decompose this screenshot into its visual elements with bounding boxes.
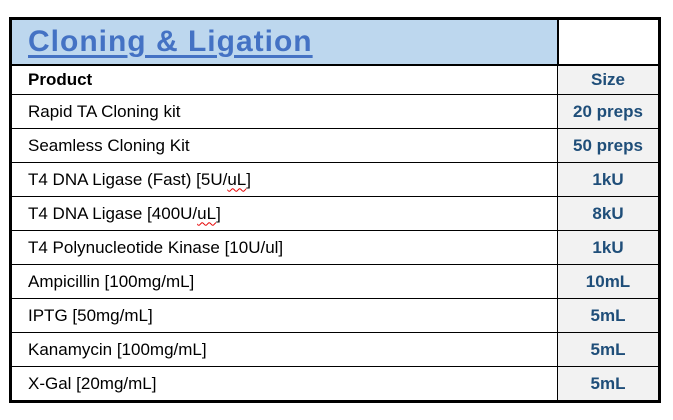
size-value: 20 preps — [573, 101, 643, 121]
size-value: 1kU — [592, 237, 624, 257]
misspelled-word: uL — [197, 203, 217, 223]
table-row: IPTG [50mg/mL] 5mL — [12, 298, 658, 332]
product-name: T4 DNA Ligase (Fast) [5U/uL] — [28, 170, 251, 190]
product-text: Kanamycin [100mg/mL] — [28, 339, 207, 359]
product-text: IPTG [50mg/mL] — [28, 305, 153, 325]
product-cell[interactable]: Kanamycin [100mg/mL] — [12, 333, 557, 366]
table-row: Ampicillin [100mg/mL] 10mL — [12, 264, 658, 298]
product-text: Seamless Cloning Kit — [28, 135, 190, 155]
table-row: T4 Polynucleotide Kinase [10U/ul] 1kU — [12, 230, 658, 264]
product-text: T4 DNA Ligase (Fast) [5U/ — [28, 169, 228, 189]
table-row: Seamless Cloning Kit 50 preps — [12, 128, 658, 162]
product-cell[interactable]: Ampicillin [100mg/mL] — [12, 265, 557, 298]
product-name: T4 DNA Ligase [400U/uL] — [28, 204, 221, 224]
size-cell[interactable]: 10mL — [557, 265, 658, 298]
product-text: T4 Polynucleotide Kinase [10U/ul] — [28, 237, 284, 257]
table-header-row: Product Size — [12, 64, 658, 94]
product-name: Seamless Cloning Kit — [28, 136, 190, 156]
misspelled-word: uL — [227, 169, 247, 189]
product-cell[interactable]: T4 Polynucleotide Kinase [10U/ul] — [12, 231, 557, 264]
size-cell[interactable]: 5mL — [557, 333, 658, 366]
product-text: Ampicillin [100mg/mL] — [28, 271, 195, 291]
size-value: 50 preps — [573, 135, 643, 155]
product-text: X-Gal [20mg/mL] — [28, 373, 157, 393]
product-text: T4 DNA Ligase [400U/ — [28, 203, 198, 223]
table-row: X-Gal [20mg/mL] 5mL — [12, 366, 658, 400]
table-row: Rapid TA Cloning kit 20 preps — [12, 94, 658, 128]
size-value: 5mL — [590, 339, 626, 359]
product-name: Kanamycin [100mg/mL] — [28, 340, 207, 360]
table-row: T4 DNA Ligase [400U/uL] 8kU — [12, 196, 658, 230]
table-title: Cloning & Ligation — [28, 25, 313, 58]
table-title-cell[interactable]: Cloning & Ligation — [12, 20, 557, 64]
size-cell[interactable]: 5mL — [557, 367, 658, 400]
size-cell[interactable]: 5mL — [557, 299, 658, 332]
product-text-suffix: ] — [216, 203, 221, 223]
product-cell[interactable]: X-Gal [20mg/mL] — [12, 367, 557, 400]
size-header-label: Size — [590, 70, 626, 89]
product-text-suffix: ] — [246, 169, 251, 189]
size-value: 10mL — [585, 271, 631, 291]
size-value: 1kU — [592, 169, 624, 189]
size-cell[interactable]: 1kU — [557, 163, 658, 196]
size-cell[interactable]: 1kU — [557, 231, 658, 264]
product-header-label: Product — [28, 70, 93, 89]
product-cell[interactable]: T4 DNA Ligase (Fast) [5U/uL] — [12, 163, 557, 196]
product-name: Ampicillin [100mg/mL] — [28, 272, 194, 292]
product-cell[interactable]: Rapid TA Cloning kit — [12, 95, 557, 128]
table-row: Kanamycin [100mg/mL] 5mL — [12, 332, 658, 366]
table-row: T4 DNA Ligase (Fast) [5U/uL] 1kU — [12, 162, 658, 196]
product-name: X-Gal [20mg/mL] — [28, 374, 157, 394]
product-name: IPTG [50mg/mL] — [28, 306, 153, 326]
product-name: Rapid TA Cloning kit — [28, 102, 180, 122]
table-title-row: Cloning & Ligation — [12, 20, 658, 64]
size-cell[interactable]: 50 preps — [557, 129, 658, 162]
product-cell[interactable]: Seamless Cloning Kit — [12, 129, 557, 162]
product-cell[interactable]: IPTG [50mg/mL] — [12, 299, 557, 332]
size-cell[interactable]: 8kU — [557, 197, 658, 230]
size-value: 5mL — [590, 373, 626, 393]
product-table: Cloning & Ligation Product Size Rapid TA… — [9, 17, 661, 403]
size-column-header[interactable]: Size — [557, 66, 658, 94]
size-value: 8kU — [592, 203, 624, 223]
product-text: Rapid TA Cloning kit — [28, 101, 181, 121]
title-empty-cell[interactable] — [557, 20, 658, 64]
product-name: T4 Polynucleotide Kinase [10U/ul] — [28, 238, 283, 258]
size-cell[interactable]: 20 preps — [557, 95, 658, 128]
size-value: 5mL — [590, 305, 626, 325]
product-column-header[interactable]: Product — [12, 66, 557, 94]
product-cell[interactable]: T4 DNA Ligase [400U/uL] — [12, 197, 557, 230]
